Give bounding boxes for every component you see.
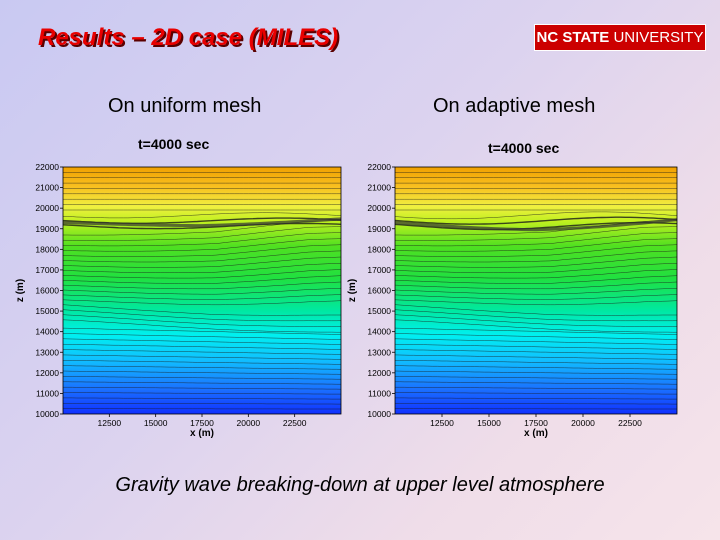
uniform-plot-title: t=4000 sec: [138, 136, 210, 152]
y-tick-label: 10000: [367, 409, 391, 419]
logo-light-text: UNIVERSITY: [609, 29, 704, 46]
contour-lines: [395, 172, 677, 410]
y-tick-label: 18000: [35, 244, 59, 254]
y-tick-label: 17000: [367, 265, 391, 275]
x-axis-label: x (m): [190, 428, 214, 439]
y-tick-label: 14000: [367, 327, 391, 337]
y-axis-label: z (m): [15, 279, 26, 302]
y-tick-label: 16000: [367, 286, 391, 296]
y-tick-label: 12000: [367, 368, 391, 378]
y-axis-label: z (m): [347, 279, 358, 302]
slide-title: Results – 2D case (MILES): [38, 24, 339, 51]
y-tick-label: 10000: [35, 409, 59, 419]
y-tick-label: 18000: [367, 244, 391, 254]
x-tick-label: 17500: [524, 418, 548, 428]
slide-caption: Gravity wave breaking-down at upper leve…: [115, 474, 605, 496]
x-tick-label: 22500: [283, 418, 307, 428]
y-tick-label: 16000: [35, 286, 59, 296]
adaptive-mesh-subtitle: On adaptive mesh: [433, 95, 596, 117]
x-tick-label: 22500: [618, 418, 642, 428]
y-tick-label: 14000: [35, 327, 59, 337]
x-axis-label: x (m): [524, 428, 548, 439]
adaptive-plot-title: t=4000 sec: [488, 140, 560, 156]
y-tick-label: 13000: [367, 347, 391, 357]
y-tick-label: 17000: [35, 265, 59, 275]
y-tick-label: 11000: [36, 388, 59, 398]
x-tick-label: 20000: [237, 418, 261, 428]
y-tick-label: 22000: [35, 162, 59, 172]
breaking-interface: [63, 217, 341, 228]
logo-bold-text: NC STATE: [536, 29, 610, 46]
x-tick-label: 15000: [477, 418, 501, 428]
y-tick-label: 12000: [35, 368, 59, 378]
y-tick-label: 22000: [367, 162, 391, 172]
y-tick-label: 19000: [367, 224, 391, 234]
y-tick-label: 21000: [35, 183, 59, 193]
breaking-interface: [395, 218, 677, 232]
y-tick-label: 15000: [35, 306, 59, 316]
x-tick-label: 12500: [98, 418, 122, 428]
contour-lines: [63, 172, 341, 410]
y-tick-label: 20000: [367, 203, 391, 213]
x-tick-label: 12500: [430, 418, 454, 428]
y-tick-label: 19000: [35, 224, 59, 234]
x-tick-label: 20000: [571, 418, 595, 428]
x-tick-label: 17500: [190, 418, 214, 428]
y-tick-label: 13000: [35, 347, 59, 357]
y-tick-label: 20000: [35, 203, 59, 213]
x-tick-label: 15000: [144, 418, 168, 428]
uniform-mesh-subtitle: On uniform mesh: [108, 95, 262, 117]
y-tick-label: 15000: [367, 306, 391, 316]
y-tick-label: 21000: [367, 183, 391, 193]
y-tick-label: 11000: [368, 388, 391, 398]
nc-state-logo: NC STATE UNIVERSITY: [534, 24, 706, 51]
